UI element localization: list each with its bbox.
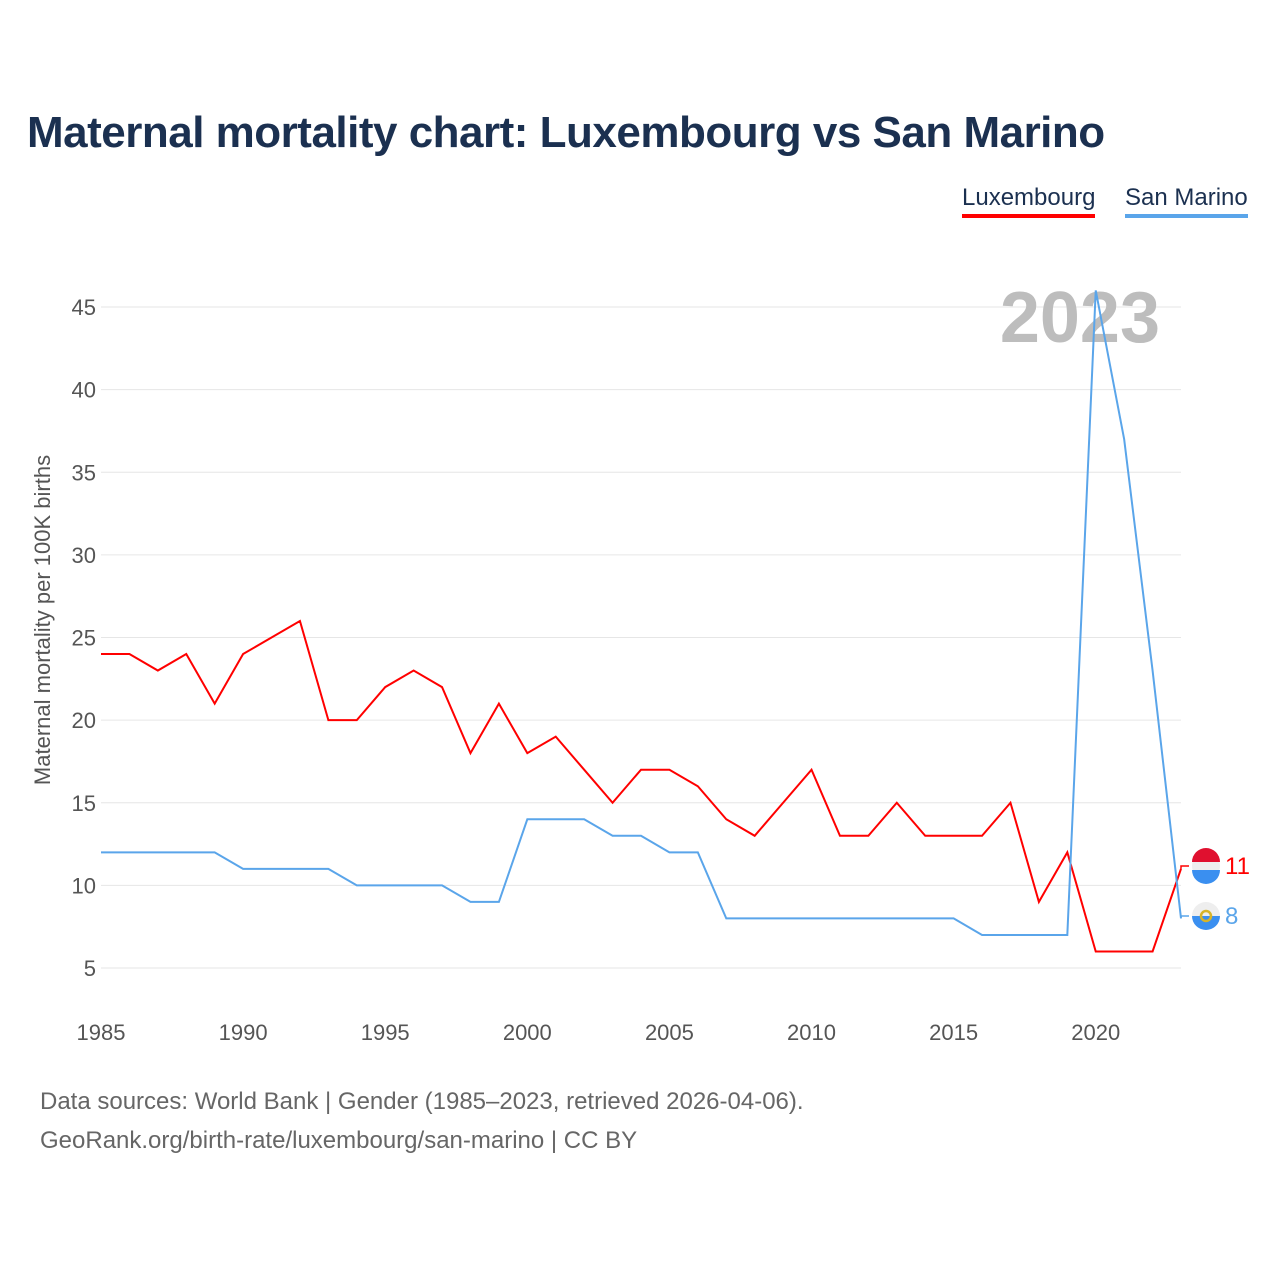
y-tick-label: 30 (72, 543, 96, 568)
y-tick-label: 45 (72, 295, 96, 320)
y-tick-label: 10 (72, 873, 96, 898)
series-line-san-marino (101, 290, 1182, 936)
series-line-luxembourg (101, 619, 1182, 953)
legend-san-marino[interactable]: San Marino (1125, 184, 1248, 218)
x-tick-label: 1995 (361, 1020, 410, 1045)
legend-luxembourg[interactable]: Luxembourg (962, 184, 1096, 218)
y-axis-label: Maternal mortality per 100K births (30, 455, 55, 785)
y-tick-label: 35 (72, 460, 96, 485)
end-connector (1180, 915, 1189, 919)
year-label: 2023 (1000, 278, 1160, 358)
y-tick-label: 15 (72, 791, 96, 816)
source-link[interactable]: GeoRank.org/birth-rate/luxembourg/san-ma… (40, 1127, 638, 1154)
x-tick-label: 2015 (929, 1020, 978, 1045)
y-tick-label: 25 (72, 626, 96, 651)
end-connector (1180, 865, 1189, 869)
y-tick-label: 5 (84, 956, 96, 981)
end-value-label: 8 (1225, 903, 1238, 930)
flag-stripe (1192, 848, 1220, 862)
y-tick-label: 40 (72, 378, 96, 403)
chart-title: Maternal mortality chart: Luxembourg vs … (27, 108, 1105, 157)
y-tick-label: 20 (72, 708, 96, 733)
end-value-label: 11 (1225, 853, 1250, 880)
x-tick-label: 2000 (503, 1020, 552, 1045)
x-tick-label: 2020 (1071, 1020, 1120, 1045)
flag-emblem (1199, 909, 1213, 923)
flag-stripe (1192, 870, 1220, 884)
x-tick-label: 2010 (787, 1020, 836, 1045)
x-tick-label: 1990 (219, 1020, 268, 1045)
x-tick-label: 1985 (77, 1020, 126, 1045)
flag-stripe (1192, 916, 1220, 930)
source-text: Data sources: World Bank | Gender (1985–… (40, 1088, 804, 1115)
x-tick-label: 2005 (645, 1020, 694, 1045)
